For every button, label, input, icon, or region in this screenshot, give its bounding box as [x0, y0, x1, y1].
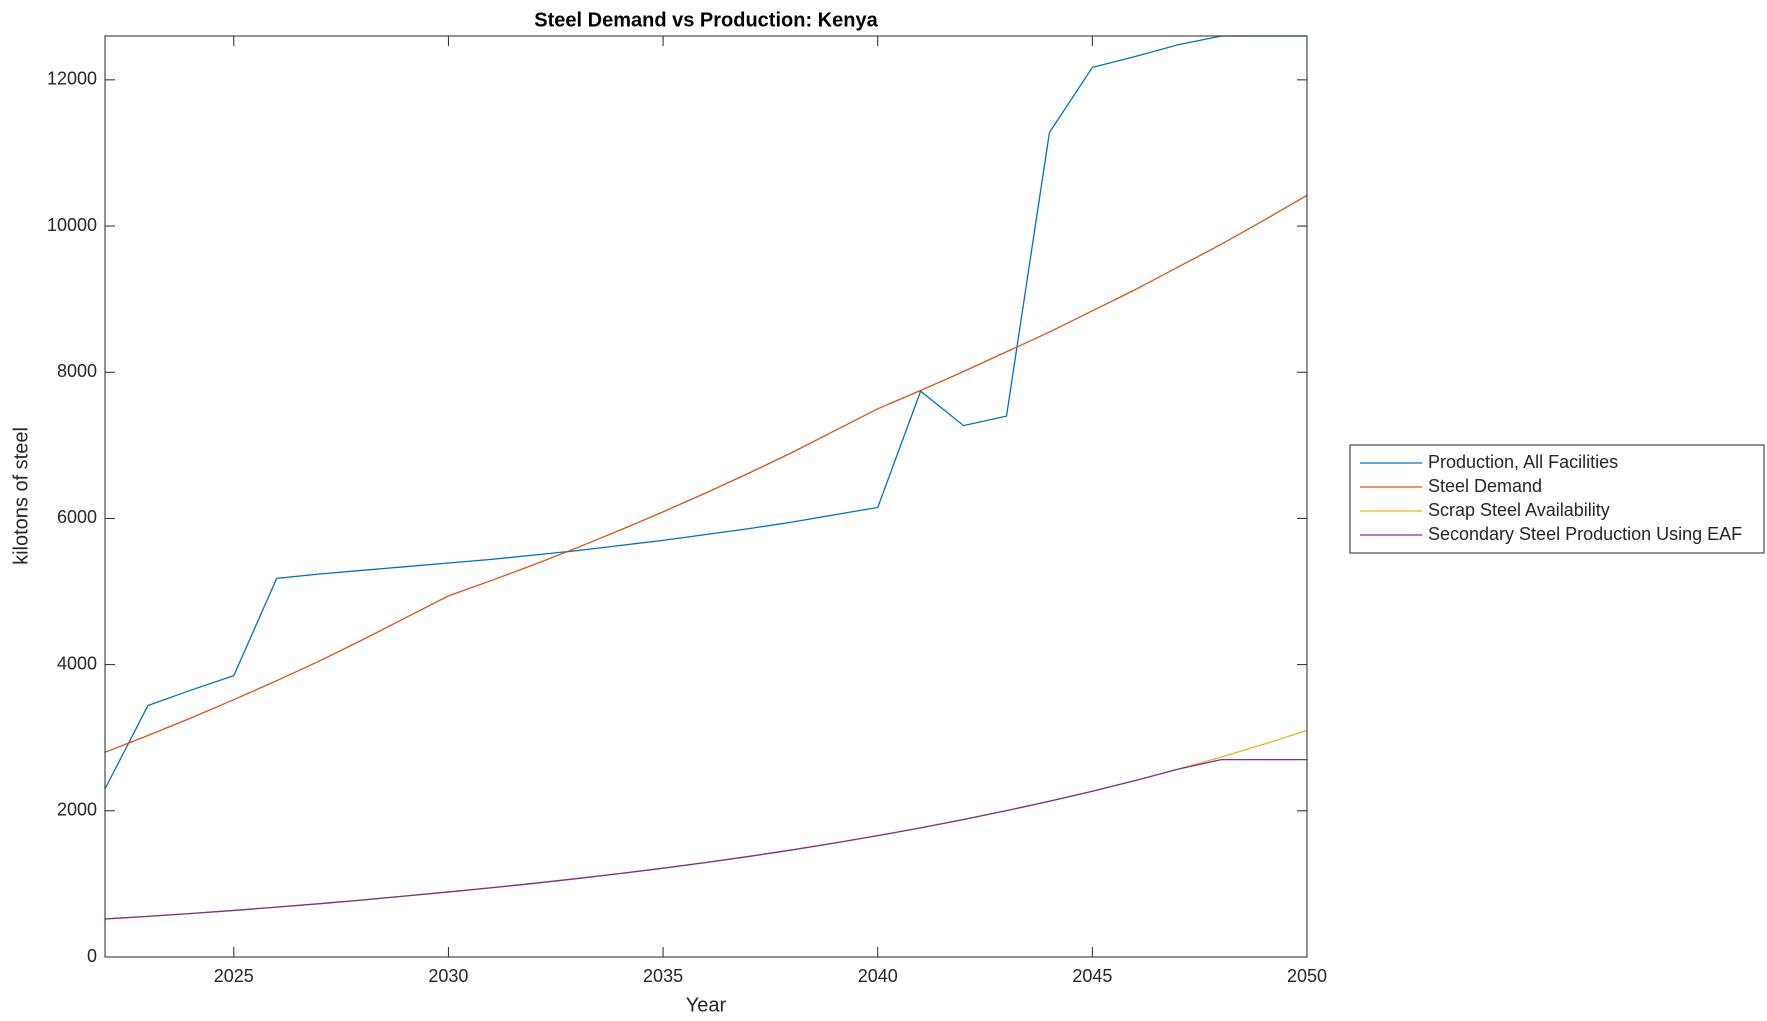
series-line [104, 35, 1307, 790]
series-line [104, 758, 1307, 920]
y-tick-label: 6000 [57, 507, 97, 527]
x-tick-label: 2045 [1072, 966, 1112, 986]
x-axis-label: Year [686, 994, 727, 1016]
y-tick-label: 10000 [47, 215, 97, 235]
x-tick-label: 2050 [1287, 966, 1327, 986]
chart-title: Steel Demand vs Production: Kenya [534, 9, 878, 31]
x-tick-label: 2035 [643, 966, 683, 986]
legend-label: Steel Demand [1428, 476, 1542, 496]
legend-label: Production, All Facilities [1428, 452, 1618, 472]
x-tick-label: 2025 [214, 966, 254, 986]
y-axis-label: kilotons of steel [10, 427, 32, 565]
legend-label: Secondary Steel Production Using EAF [1428, 524, 1742, 544]
y-tick-label: 2000 [57, 800, 97, 820]
x-tick-label: 2040 [858, 966, 898, 986]
y-tick-label: 12000 [47, 69, 97, 89]
y-tick-label: 4000 [57, 653, 97, 673]
plot-frame [104, 35, 1308, 958]
series-line [104, 194, 1308, 753]
y-tick-label: 8000 [57, 361, 97, 381]
y-tick-label: 0 [87, 946, 97, 966]
legend-label: Scrap Steel Availability [1428, 500, 1610, 520]
x-tick-label: 2030 [428, 966, 468, 986]
